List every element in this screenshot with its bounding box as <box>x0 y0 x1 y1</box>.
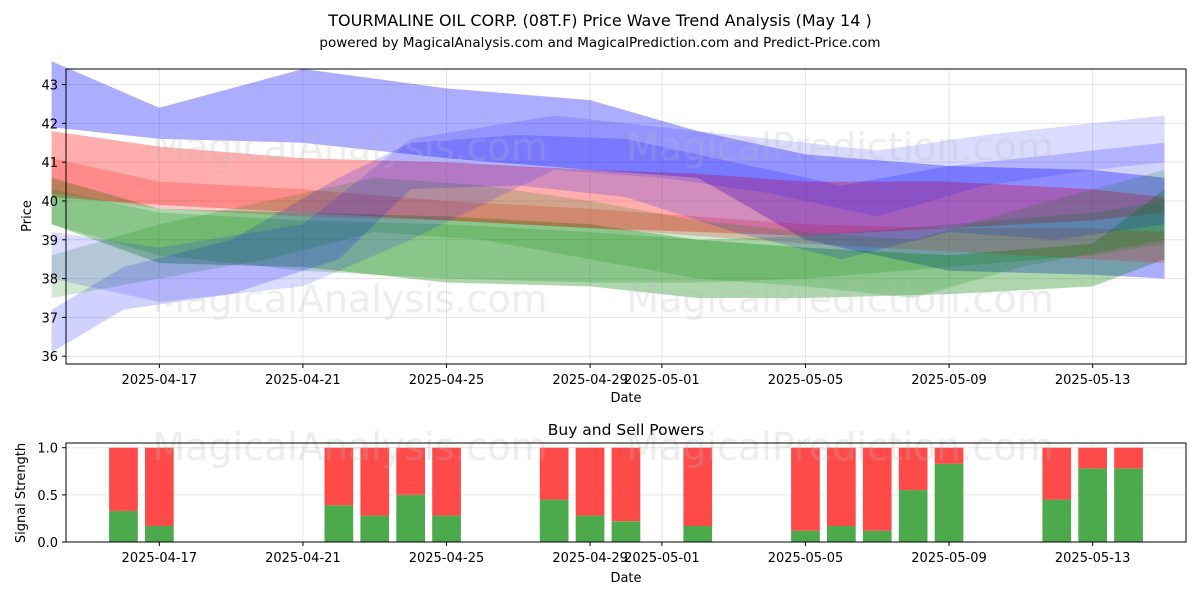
buy-bar <box>862 530 892 542</box>
buy-sell-x-axis-label: Date <box>610 571 641 586</box>
buy-bar <box>360 515 390 542</box>
price-band-6 <box>51 169 1165 298</box>
buy-bar <box>1114 468 1143 542</box>
price-band-2 <box>51 177 1165 298</box>
buy-sell-y-axis-label: Signal Strength <box>14 443 29 543</box>
price-x-tick-label: 2025-05-13 <box>1055 373 1131 388</box>
sell-bar <box>539 447 569 500</box>
buy-bar <box>324 505 354 542</box>
sell-bar <box>1114 447 1143 469</box>
price-x-tick-label: 2025-05-09 <box>911 373 987 388</box>
price-x-tick-label: 2025-04-17 <box>122 373 198 388</box>
buy-sell-x-tick-label: 2025-04-17 <box>122 551 198 566</box>
price-y-tick-label: 40 <box>41 195 58 210</box>
buy-sell-x-tick-label: 2025-04-21 <box>265 551 341 566</box>
buy-bar <box>1078 468 1107 542</box>
buy-bar <box>898 490 928 542</box>
figure-title: TOURMALINE OIL CORP. (08T.F) Price Wave … <box>327 11 871 30</box>
watermark-analysis-bottom: MagicalAnalysis.com <box>152 425 547 469</box>
buy-sell-y-tick-label: 0.0 <box>37 536 58 551</box>
price-y-tick-label: 41 <box>41 156 58 171</box>
price-plot-grid <box>66 69 1186 364</box>
buy-sell-plot: Buy and Sell Powers MagicalAnalysis.com … <box>14 421 1187 586</box>
buy-bar <box>934 463 964 542</box>
figure-subtitle: powered by MagicalAnalysis.com and Magic… <box>319 35 880 51</box>
price-y-axis-label: Price <box>20 200 35 232</box>
buy-sell-x-tick-label: 2025-05-05 <box>768 551 844 566</box>
buy-sell-x-tick-label: 2025-04-29 <box>552 551 628 566</box>
buy-sell-x-tick-label: 2025-05-13 <box>1055 551 1131 566</box>
price-bands <box>51 61 1165 353</box>
price-band-4 <box>51 189 1165 283</box>
watermark-analysis-top: MagicalAnalysis.com <box>152 125 547 169</box>
buy-bar <box>1042 499 1072 542</box>
price-x-tick-label: 2025-04-21 <box>265 373 341 388</box>
price-x-tick-label: 2025-05-01 <box>624 373 700 388</box>
buy-sell-y-tick-label: 1.0 <box>37 442 58 457</box>
buy-bar <box>683 526 713 542</box>
price-plot-ticks: 2025-04-17 2025-04-21 2025-04-25 2025-04-29… <box>41 79 1130 388</box>
buy-sell-y-tick-label: 0.5 <box>37 489 58 504</box>
buy-bar <box>432 515 461 542</box>
price-y-tick-label: 42 <box>41 117 58 132</box>
sell-bar <box>683 447 713 526</box>
buy-bar <box>827 526 856 542</box>
sell-bar <box>862 447 892 531</box>
price-band-3 <box>51 158 1165 264</box>
buy-sell-ticks: 2025-04-17 2025-04-21 2025-04-25 2025-04-29… <box>37 442 1130 566</box>
price-x-tick-label: 2025-04-25 <box>409 373 485 388</box>
price-band-7 <box>51 115 1165 302</box>
price-y-tick-label: 39 <box>41 234 58 249</box>
price-wave-plot: MagicalAnalysis.com MagicalPrediction.co… <box>20 61 1187 406</box>
buy-bar <box>145 526 174 542</box>
sell-bar <box>432 447 461 516</box>
price-x-tick-label: 2025-04-29 <box>552 373 628 388</box>
buy-bar <box>575 515 605 542</box>
sell-bar <box>360 447 390 516</box>
buy-bar <box>396 494 425 542</box>
price-x-axis-label: Date <box>610 391 641 406</box>
sell-bar <box>1078 447 1107 469</box>
price-y-tick-label: 37 <box>41 311 58 326</box>
buy-sell-title: Buy and Sell Powers <box>548 421 705 439</box>
buy-sell-x-tick-label: 2025-05-01 <box>624 551 700 566</box>
watermark-prediction-bottom: MagicalPrediction.com <box>626 425 1054 469</box>
sell-bar <box>396 447 425 495</box>
price-plot-frame <box>65 68 1187 365</box>
price-band-5 <box>51 135 1165 353</box>
sell-bar <box>611 447 641 522</box>
sell-bar <box>145 447 174 526</box>
buy-sell-bars <box>109 447 1143 542</box>
sell-bar <box>109 447 138 511</box>
sell-bar <box>898 447 928 491</box>
price-plot-background <box>66 69 1186 364</box>
buy-bar <box>791 530 820 542</box>
sell-bar <box>575 447 605 516</box>
sell-bar <box>1042 447 1072 500</box>
price-y-tick-label: 36 <box>41 350 58 365</box>
buy-bar <box>109 510 138 542</box>
buy-sell-x-tick-label: 2025-04-25 <box>409 551 485 566</box>
buy-sell-x-tick-label: 2025-05-09 <box>911 551 987 566</box>
watermark-prediction-top: MagicalPrediction.com <box>626 125 1054 169</box>
sell-bar <box>934 447 964 464</box>
sell-bar <box>791 447 820 531</box>
price-y-tick-label: 38 <box>41 273 58 288</box>
price-band-1 <box>51 131 1165 236</box>
buy-sell-frame <box>65 442 1187 543</box>
price-band-0 <box>51 61 1165 279</box>
price-y-tick-label: 43 <box>41 79 58 94</box>
watermark-prediction-mid: MagicalPrediction.com <box>626 277 1054 321</box>
watermark-analysis-mid: MagicalAnalysis.com <box>152 277 547 321</box>
buy-bar <box>539 499 569 542</box>
price-x-tick-label: 2025-05-05 <box>768 373 844 388</box>
sell-bar <box>324 447 354 506</box>
buy-bar <box>611 521 641 542</box>
sell-bar <box>827 447 856 526</box>
